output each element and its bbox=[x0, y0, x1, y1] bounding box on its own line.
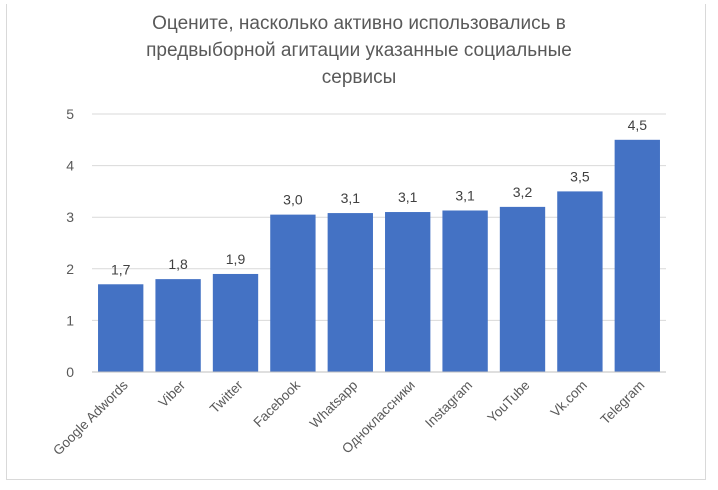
data-label-4: 3,1 bbox=[341, 190, 361, 206]
bar-0 bbox=[98, 284, 144, 372]
chart-title-line-2: предвыборной агитации указанные социальн… bbox=[146, 40, 572, 61]
y-tick-label-1: 1 bbox=[66, 312, 74, 328]
category-label-8: Vk.com bbox=[548, 378, 590, 420]
category-label-3: Facebook bbox=[250, 377, 303, 430]
bar-3 bbox=[270, 214, 316, 372]
bar-6 bbox=[442, 210, 488, 372]
bar-9 bbox=[614, 139, 660, 372]
bar-4 bbox=[327, 213, 373, 372]
chart-title-line-3: сервисы bbox=[321, 67, 397, 88]
category-label-0: Google Adwords bbox=[50, 377, 131, 458]
data-label-5: 3,1 bbox=[398, 189, 418, 205]
category-label-1: Viber bbox=[155, 377, 188, 410]
data-label-1: 1,8 bbox=[168, 256, 188, 272]
data-label-0: 1,7 bbox=[111, 261, 131, 277]
bar-2 bbox=[212, 273, 259, 372]
chart-title-line-1: Оцените, насколько активно использовалис… bbox=[152, 13, 566, 34]
y-tick-label-0: 0 bbox=[66, 364, 74, 380]
chart-title: Оцените, насколько активно использовалис… bbox=[0, 10, 718, 91]
data-label-8: 3,5 bbox=[570, 168, 590, 184]
category-label-6: Instagram bbox=[422, 378, 475, 431]
bar-8 bbox=[557, 191, 603, 372]
y-tick-label-4: 4 bbox=[66, 158, 74, 174]
chart-frame bbox=[6, 4, 706, 480]
bar-5 bbox=[385, 212, 431, 372]
bar-1 bbox=[155, 279, 201, 372]
data-label-3: 3,0 bbox=[283, 192, 303, 208]
bar-7 bbox=[499, 206, 546, 372]
data-label-9: 4,5 bbox=[628, 117, 648, 133]
category-label-9: Telegram bbox=[598, 378, 648, 428]
data-label-7: 3,2 bbox=[513, 184, 533, 200]
y-tick-label-2: 2 bbox=[66, 261, 74, 277]
y-tick-label-3: 3 bbox=[66, 209, 74, 225]
data-label-6: 3,1 bbox=[455, 187, 475, 203]
category-label-4: Whatsapp bbox=[307, 378, 361, 432]
category-label-7: YouTube bbox=[484, 378, 532, 426]
data-label-2: 1,9 bbox=[226, 251, 246, 267]
category-label-2: Twitter bbox=[207, 377, 246, 416]
y-tick-label-5: 5 bbox=[66, 106, 74, 122]
